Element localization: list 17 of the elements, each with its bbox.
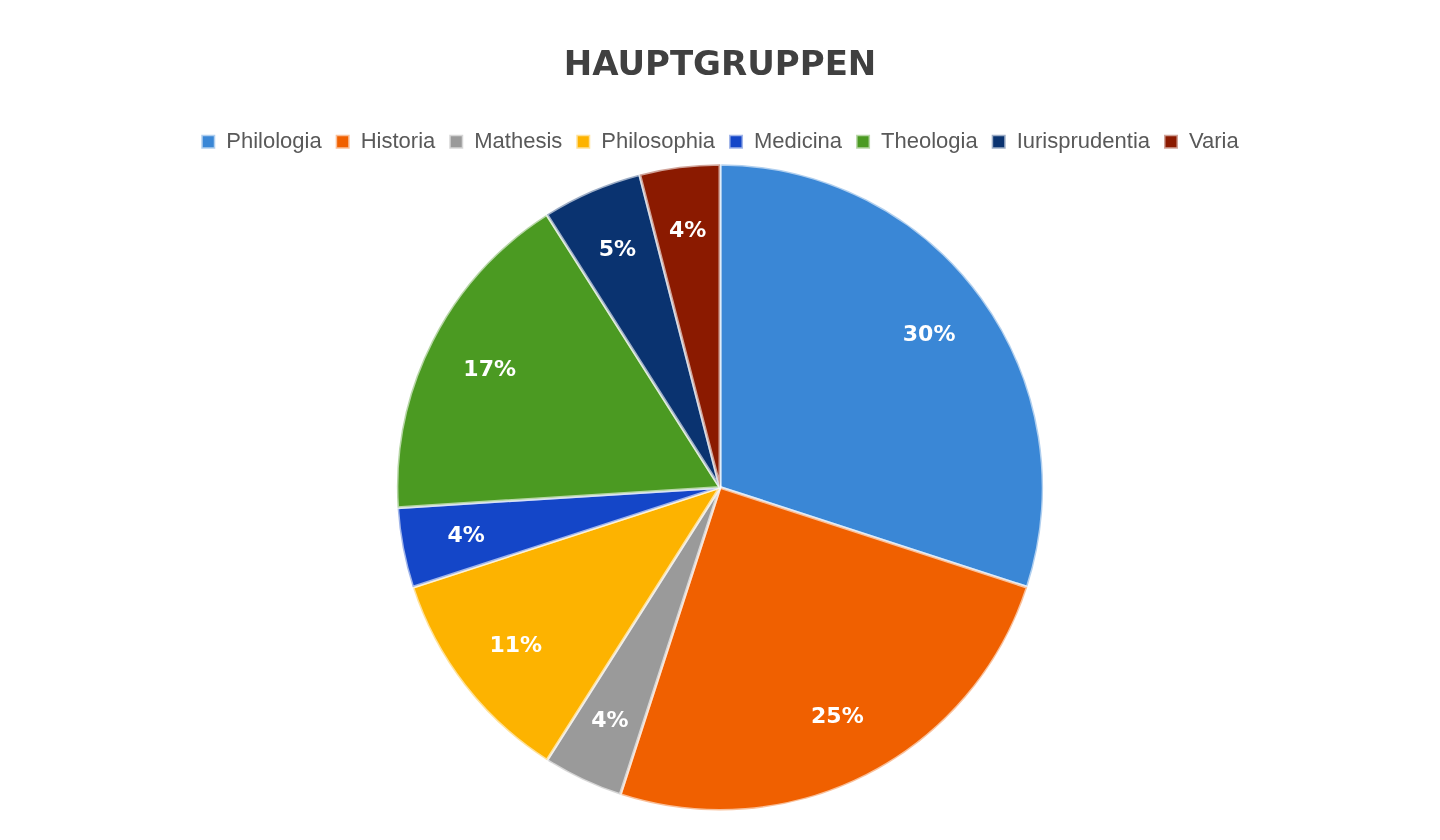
- data-label: 30%: [902, 321, 956, 347]
- data-label: 4%: [668, 216, 707, 242]
- legend-label: Mathesis: [474, 127, 563, 153]
- data-label: 17%: [463, 355, 517, 381]
- data-label: 4%: [447, 521, 485, 547]
- data-label: 4%: [591, 707, 629, 732]
- legend-label: Historia: [360, 127, 437, 153]
- chart-title: HAUPTGRUPPEN: [563, 43, 877, 84]
- legend-label: Iurisprudentia: [1016, 127, 1151, 153]
- legend-label: Varia: [1189, 127, 1240, 153]
- legend-label: Medicina: [754, 127, 843, 153]
- data-label: 25%: [811, 703, 864, 729]
- legend-label: Philologia: [226, 127, 323, 153]
- legend-label: Philosophia: [601, 127, 716, 153]
- data-label: 11%: [489, 631, 543, 657]
- legend-label: Theologia: [881, 127, 979, 153]
- data-label: 5%: [598, 235, 637, 261]
